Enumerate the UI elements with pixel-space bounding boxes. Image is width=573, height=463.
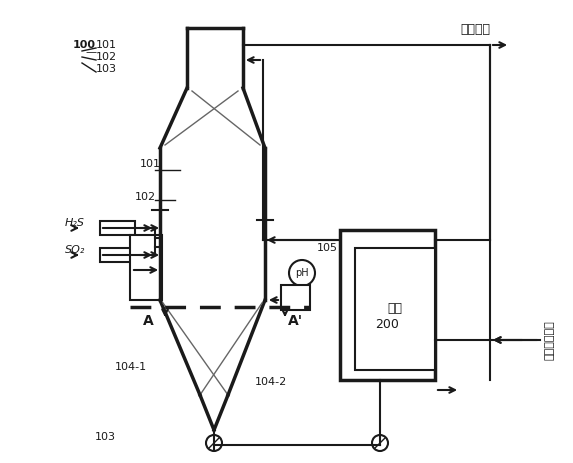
Text: A': A' — [288, 314, 303, 328]
Bar — [100, 248, 135, 262]
Bar — [355, 248, 435, 370]
Text: 105: 105 — [317, 243, 338, 253]
Bar — [100, 221, 135, 235]
Text: A: A — [143, 314, 154, 328]
Text: 硫磺: 硫磺 — [387, 302, 402, 315]
Text: 103: 103 — [95, 432, 116, 442]
Text: 反应尾气: 反应尾气 — [460, 23, 490, 36]
Text: 101: 101 — [96, 40, 117, 50]
Bar — [281, 285, 310, 310]
Bar — [340, 230, 435, 380]
Text: H₂S: H₂S — [65, 218, 85, 228]
Text: SO₂: SO₂ — [65, 245, 85, 255]
Text: 100: 100 — [73, 40, 96, 50]
Text: 102: 102 — [135, 192, 156, 202]
Text: 104-2: 104-2 — [255, 377, 287, 387]
Text: —: — — [85, 47, 96, 57]
Text: 103: 103 — [96, 64, 117, 74]
Text: pH: pH — [295, 268, 309, 278]
Text: 104-1: 104-1 — [115, 362, 147, 372]
Text: 102: 102 — [96, 52, 117, 62]
Text: 101: 101 — [140, 159, 161, 169]
Text: 新鲜反应溶液: 新鲜反应溶液 — [545, 320, 555, 360]
Text: 200: 200 — [375, 319, 399, 332]
Bar — [130, 235, 162, 300]
